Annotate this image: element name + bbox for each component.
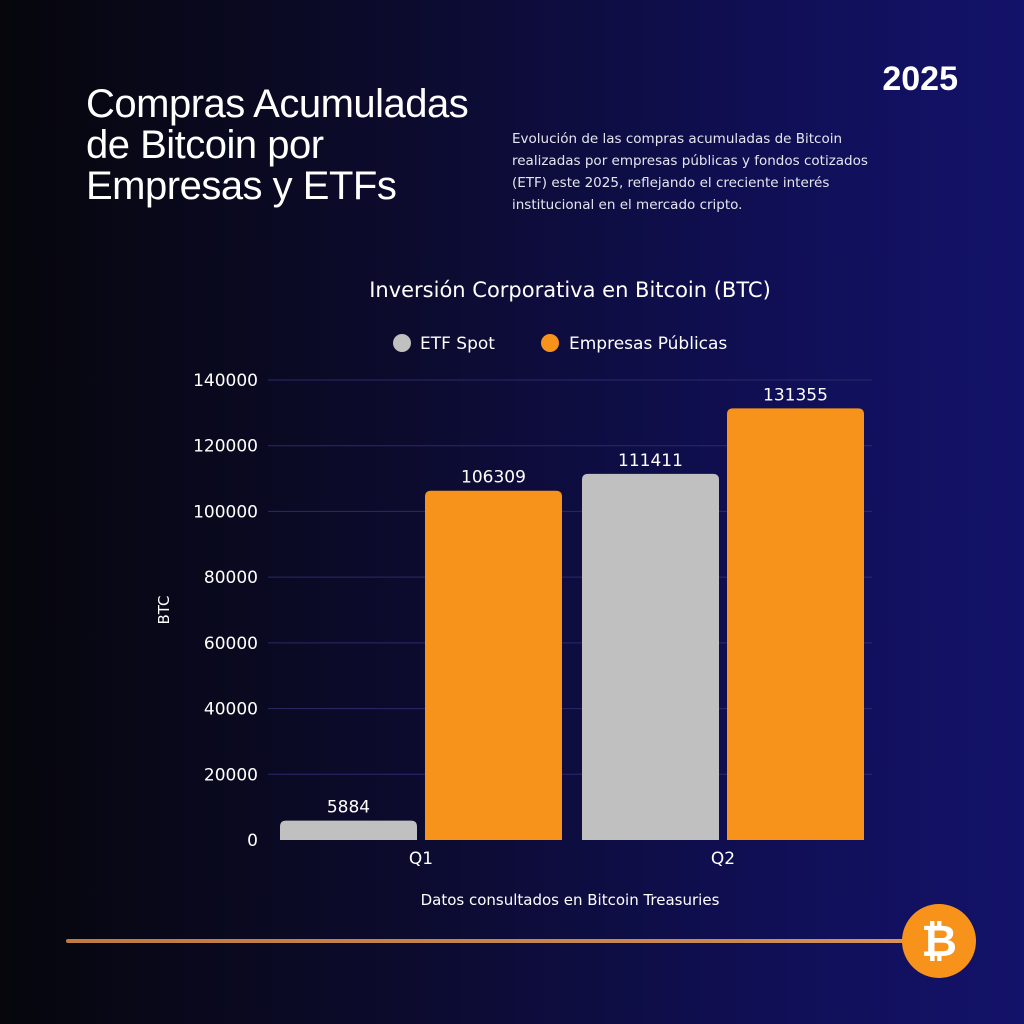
y-tick-label: 60000 (204, 634, 258, 654)
y-tick-label: 80000 (204, 568, 258, 588)
bar (425, 490, 562, 840)
bitcoin-icon: ₿ (902, 904, 976, 978)
bar-value-label: 5884 (327, 798, 370, 818)
divider-line (66, 939, 912, 943)
y-tick-label: 40000 (204, 700, 258, 720)
legend-label: ETF Spot (420, 334, 495, 354)
bitcoin-glyph: ₿ (921, 916, 957, 967)
y-tick-label: 120000 (193, 437, 258, 457)
x-tick-label: Q1 (409, 849, 433, 869)
bar (280, 820, 417, 840)
x-tick-label: Q2 (711, 849, 735, 869)
legend-label: Empresas Públicas (569, 334, 727, 354)
y-tick-label: 20000 (204, 765, 258, 785)
bar-value-label: 131355 (763, 385, 828, 405)
bar (727, 408, 864, 840)
year-label: 2025 (882, 60, 958, 98)
bar (582, 473, 719, 840)
bar-value-label: 106309 (461, 468, 526, 488)
y-axis-label: BTC (155, 595, 173, 624)
y-tick-label: 140000 (193, 371, 258, 391)
legend-swatch (393, 334, 411, 352)
headline: Compras Acumuladas de Bitcoin por Empres… (86, 82, 469, 208)
bar-value-label: 111411 (618, 451, 683, 471)
legend-swatch (541, 334, 559, 352)
y-tick-label: 0 (247, 831, 258, 851)
description: Evolución de las compras acumuladas de B… (512, 131, 868, 213)
bitcoin-symbol: ₿ (921, 916, 957, 967)
chart-title: Inversión Corporativa en Bitcoin (BTC) (369, 278, 771, 302)
source-note: Datos consultados en Bitcoin Treasuries (421, 891, 720, 909)
y-tick-label: 100000 (193, 502, 258, 522)
